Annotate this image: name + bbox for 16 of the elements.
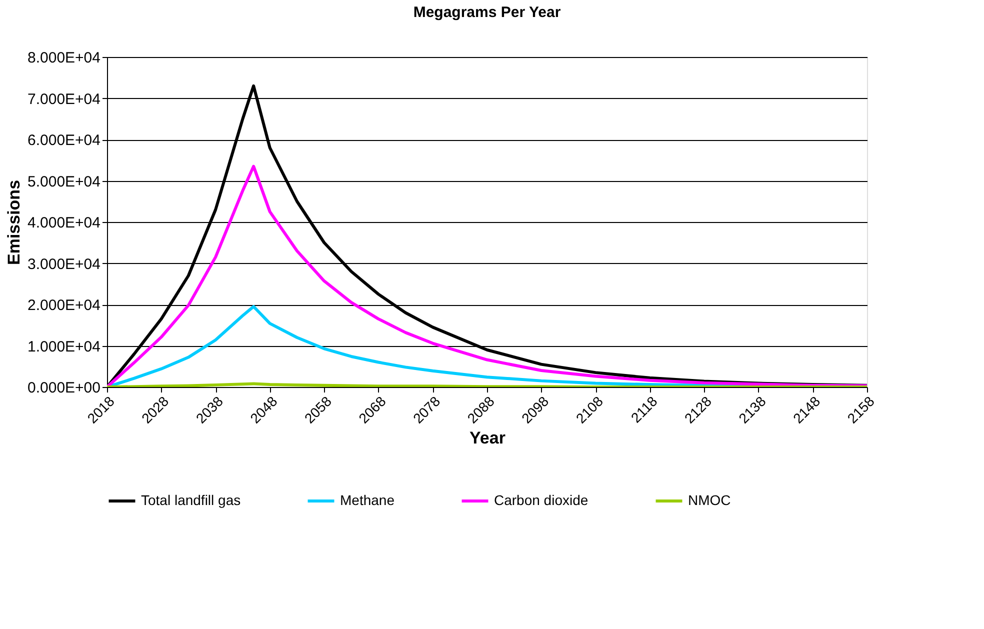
legend-label: Methane	[340, 492, 395, 508]
y-tick-label: 4.000E+04	[28, 214, 100, 232]
y-tick-label: 0.000E+00	[28, 380, 100, 396]
y-tick-label: 2.000E+04	[28, 297, 100, 314]
y-tick-label: 5.000E+04	[28, 173, 100, 190]
y-tick-label: 6.000E+04	[28, 132, 100, 149]
y-axis-title: Emissions	[4, 180, 24, 266]
y-tick-label: 3.000E+04	[28, 256, 100, 273]
y-tick-label: 1.000E+04	[28, 338, 100, 356]
legend-label: Carbon dioxide	[494, 492, 588, 508]
legend-label: Total landfill gas	[141, 492, 241, 508]
y-tick-label: 8.000E+04	[28, 50, 100, 66]
legend-label: NMOC	[688, 492, 731, 508]
x-axis-title: Year	[470, 428, 506, 448]
chart-title: Megagrams Per Year	[413, 4, 561, 21]
y-tick-label: 7.000E+04	[28, 90, 100, 108]
